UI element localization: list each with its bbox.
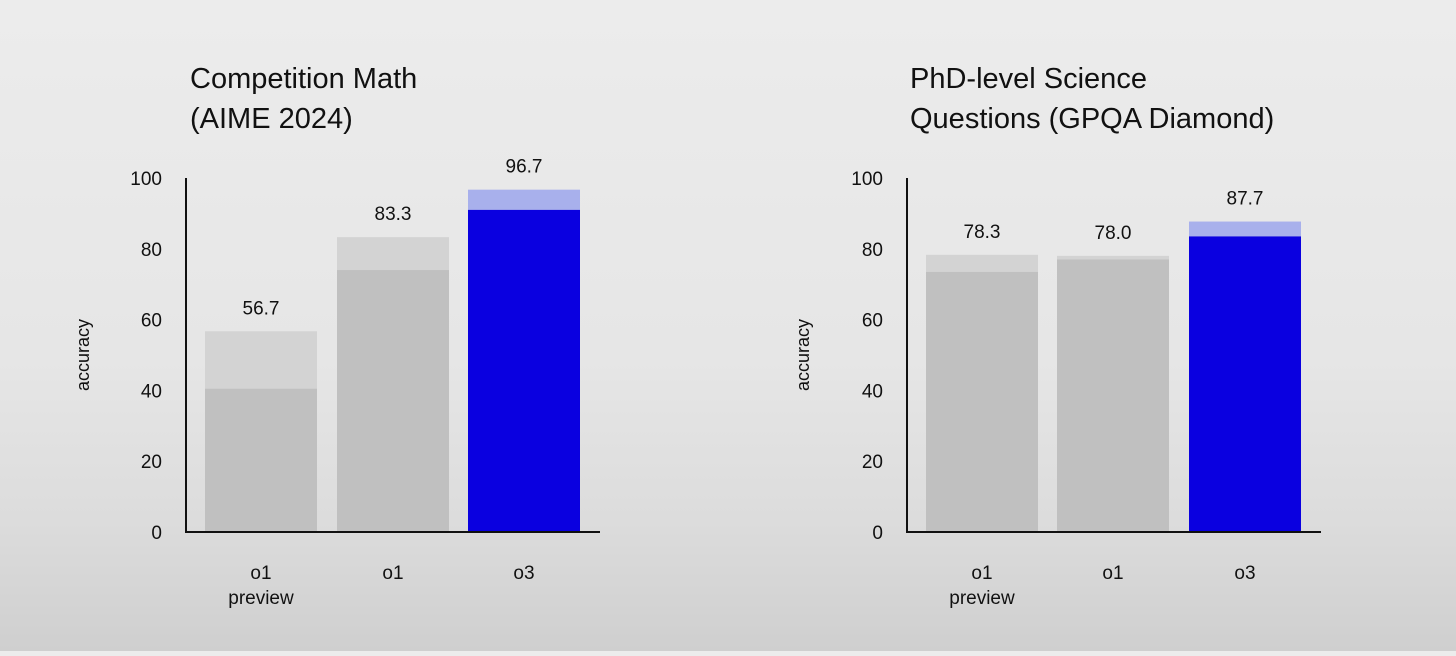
bar-top-segment (926, 254, 1038, 272)
bar-value-label: 87.7 (1227, 189, 1264, 210)
bar-value-label: 56.7 (243, 298, 280, 319)
bar-base-segment (1057, 259, 1169, 532)
x-tick-label: o3 (1234, 563, 1255, 584)
bar-value-label: 78.0 (1095, 223, 1132, 244)
y-tick-label: 40 (141, 381, 162, 402)
chart-title-line: Questions (GPQA Diamond) (910, 103, 1274, 135)
y-tick-label: 80 (141, 240, 162, 261)
y-tick-label: 20 (862, 452, 883, 473)
y-tick-label: 0 (872, 523, 883, 544)
chart-title-line: Competition Math (190, 63, 417, 95)
x-tick-label: o1 (250, 563, 271, 584)
bar-base-segment (1189, 236, 1301, 532)
x-tick-label: o3 (513, 563, 534, 584)
chart-title-line: PhD-level Science (910, 63, 1147, 95)
y-tick-label: 40 (862, 381, 883, 402)
bar-top-segment (468, 189, 580, 210)
bar-value-label: 83.3 (375, 204, 412, 225)
x-tick-label: preview (228, 588, 294, 609)
bar-top-segment (1057, 255, 1169, 260)
y-tick-label: 80 (862, 240, 883, 261)
y-tick-label: 0 (151, 523, 162, 544)
bar-top-segment (205, 331, 317, 389)
bar-top-segment (337, 237, 449, 271)
x-tick-label: o1 (971, 563, 992, 584)
chart-title-line: (AIME 2024) (190, 103, 353, 135)
bar-base-segment (337, 270, 449, 532)
y-tick-label: 100 (130, 169, 162, 190)
bar-base-segment (205, 388, 317, 532)
bar-top-segment (1189, 221, 1301, 237)
y-tick-label: 100 (851, 169, 883, 190)
y-tick-label: 20 (141, 452, 162, 473)
bar-value-label: 96.7 (506, 157, 543, 178)
x-tick-label: o1 (382, 563, 403, 584)
bar-base-segment (926, 271, 1038, 532)
y-axis-label: accuracy (73, 319, 93, 391)
y-axis-label: accuracy (793, 319, 813, 391)
y-tick-label: 60 (141, 311, 162, 332)
bar-value-label: 78.3 (964, 222, 1001, 243)
x-tick-label: preview (949, 588, 1015, 609)
x-tick-label: o1 (1102, 563, 1123, 584)
y-tick-label: 60 (862, 311, 883, 332)
bar-base-segment (468, 209, 580, 533)
